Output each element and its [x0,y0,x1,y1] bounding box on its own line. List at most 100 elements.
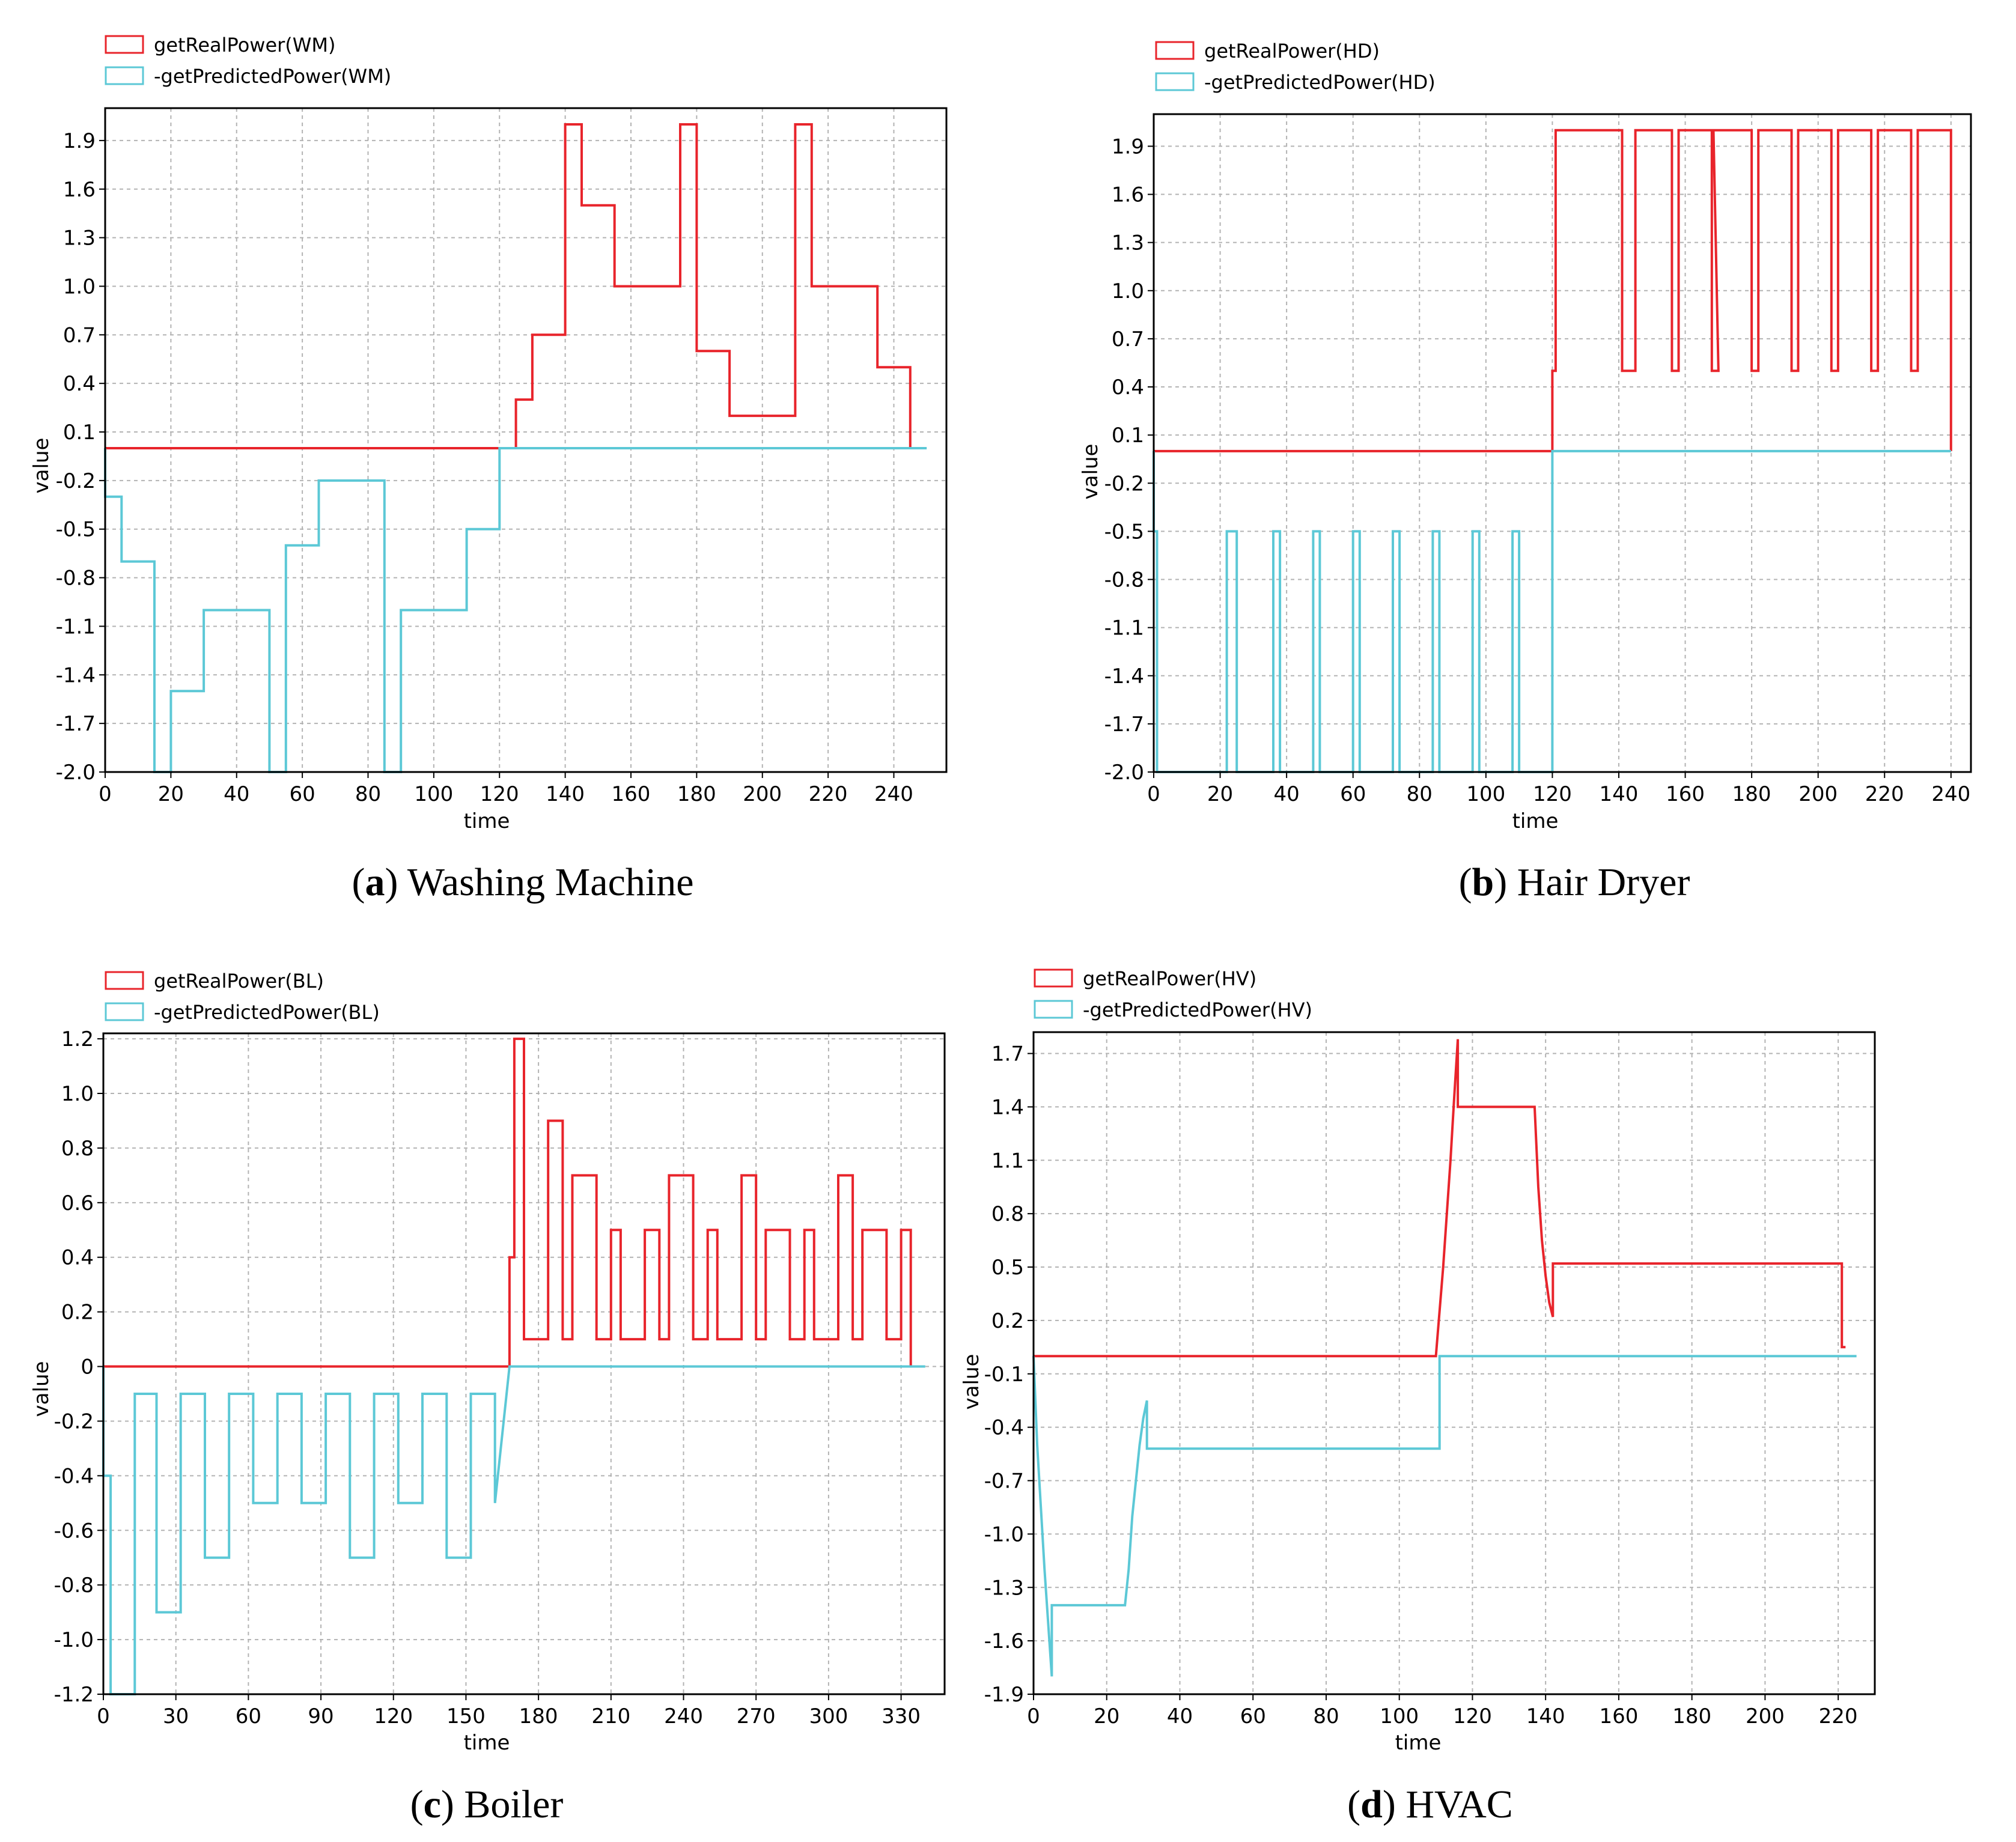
plot-background [105,108,946,772]
x-tick-label: 140 [546,782,585,806]
x-tick-label: 210 [591,1704,630,1728]
caption-title: Hair Dryer [1517,860,1690,904]
x-tick-label: 160 [612,782,651,806]
caption-c-text: (c) Boiler [410,1783,564,1826]
x-tick-label: 120 [480,782,519,806]
x-tick-label: 180 [677,782,716,806]
y-tick-label: 0.4 [1112,375,1144,400]
y-tick-label: 0.2 [61,1301,94,1325]
plot-frame [1153,113,1972,773]
legend-label-predicted: -getPredictedPower(WM) [154,65,391,88]
y-tick-label: -0.2 [56,469,96,493]
x-tick-label: 220 [1819,1704,1858,1728]
y-tick-label: -1.3 [984,1576,1024,1600]
plot-background [1034,1032,1875,1694]
y-tick-label: 0.1 [63,421,96,445]
x-tick-label: 60 [289,782,315,806]
y-tick-label: 0.7 [63,323,96,347]
y-tick-label: -1.0 [984,1522,1024,1546]
series-real-line [1154,129,1952,452]
y-tick-label: -1.6 [984,1629,1024,1653]
x-tick-label: 80 [1407,782,1433,806]
plot-frame [104,107,948,773]
x-tick-label: 200 [743,782,782,806]
legend-label-predicted: -getPredictedPower(HD) [1204,71,1436,94]
x-tick-label: 140 [1526,1704,1565,1728]
x-tick-label: 240 [874,782,913,806]
chart-panel-a: getRealPower(WM) -getPredictedPower(WM) … [29,34,948,833]
y-tick-label: 1.6 [1112,183,1144,207]
y-tick-label: 0.7 [1112,327,1144,351]
y-tick-label: -1.4 [1104,664,1144,688]
y-tick-label: -0.2 [1104,472,1144,496]
plot-background [1154,114,1971,772]
x-tick-label: 120 [1533,782,1572,806]
x-axis-label: time [1512,809,1559,833]
y-tick-label: 1.0 [1112,279,1144,303]
caption-letter: a [365,860,385,904]
x-tick-label: 60 [1240,1704,1266,1728]
x-tick-label: 40 [1274,782,1300,806]
x-tick-label: 100 [1466,782,1505,806]
y-tick-label: 1.7 [991,1042,1024,1066]
legend-swatch-real [1155,41,1195,60]
y-tick-label: -1.9 [984,1683,1024,1707]
plot-area: 0 30 60 90 120 150 180 210 240 270 300 330 -1.2 -1.0 -… [54,1027,946,1728]
y-tick-label: 1.1 [991,1149,1024,1173]
legend: getRealPower(HV) -getPredictedPower(HV) [1034,967,1312,1021]
y-tick-label: -1.7 [56,712,96,736]
x-tick-label: 90 [308,1704,333,1728]
y-tick-label: -0.8 [56,567,96,591]
y-tick-label: -1.0 [54,1628,94,1652]
caption-letter: d [1360,1783,1383,1826]
y-tick-label: -1.1 [1104,616,1144,640]
series-real-line [103,1038,912,1368]
x-tick-label: 300 [809,1704,848,1728]
x-tick-label: 120 [1453,1704,1492,1728]
x-tick-label: 160 [1666,782,1705,806]
x-tick-label: 100 [414,782,453,806]
caption-d: (d) HVAC [1347,1783,1513,1826]
y-tick-label: 1.3 [1112,231,1144,255]
y-tick-label: 1.9 [63,129,96,153]
y-tick-label: 1.9 [1112,135,1144,159]
x-tick-label: 180 [519,1704,558,1728]
x-axis-label: time [464,809,510,833]
plot-area: 0 20 40 60 80 100 120 140 160 180 200 220 240 -2.0 -1.… [1104,113,1972,806]
x-tick-label: 240 [1931,782,1970,806]
y-tick-label: -0.4 [54,1464,94,1488]
y-axis-label: value [29,438,53,494]
chart-panel-b: getRealPower(HD) -getPredictedPower(HD) … [1079,40,1972,833]
legend-swatch-real [105,35,144,54]
x-tick-label: 40 [1167,1704,1193,1728]
series-predicted-line [1032,1355,1857,1677]
y-tick-label: 0.6 [61,1191,94,1215]
x-tick-label: 100 [1380,1704,1419,1728]
legend-label-predicted: -getPredictedPower(HV) [1083,999,1312,1021]
caption-letter: b [1472,860,1494,904]
legend: getRealPower(HD) -getPredictedPower(HD) [1155,40,1436,94]
x-tick-label: 240 [664,1704,703,1728]
legend-label-real: getRealPower(HD) [1204,40,1380,62]
caption-b: (b) Hair Dryer [1459,860,1690,904]
x-tick-label: 80 [355,782,381,806]
legend: getRealPower(WM) -getPredictedPower(WM) [105,34,391,88]
x-axis-label: time [464,1731,510,1755]
x-tick-label: 220 [809,782,848,806]
legend-swatch-real [1034,968,1073,988]
y-tick-label: 1.0 [61,1082,94,1106]
x-tick-label: 180 [1732,782,1771,806]
y-tick-label: 0.5 [991,1256,1024,1280]
legend-label-real: getRealPower(BL) [154,970,324,992]
y-tick-label: 1.2 [61,1027,94,1051]
caption-letter: c [424,1783,441,1826]
y-tick-label: -0.8 [1104,568,1144,592]
x-axis-label: time [1395,1731,1442,1755]
caption-c: (c) Boiler [410,1783,564,1826]
y-tick-label: -2.0 [1104,761,1144,785]
x-tick-label: 20 [158,782,184,806]
legend-swatch-predicted [105,1002,144,1021]
x-tick-label: 30 [163,1704,189,1728]
plot-frame [102,1032,946,1695]
